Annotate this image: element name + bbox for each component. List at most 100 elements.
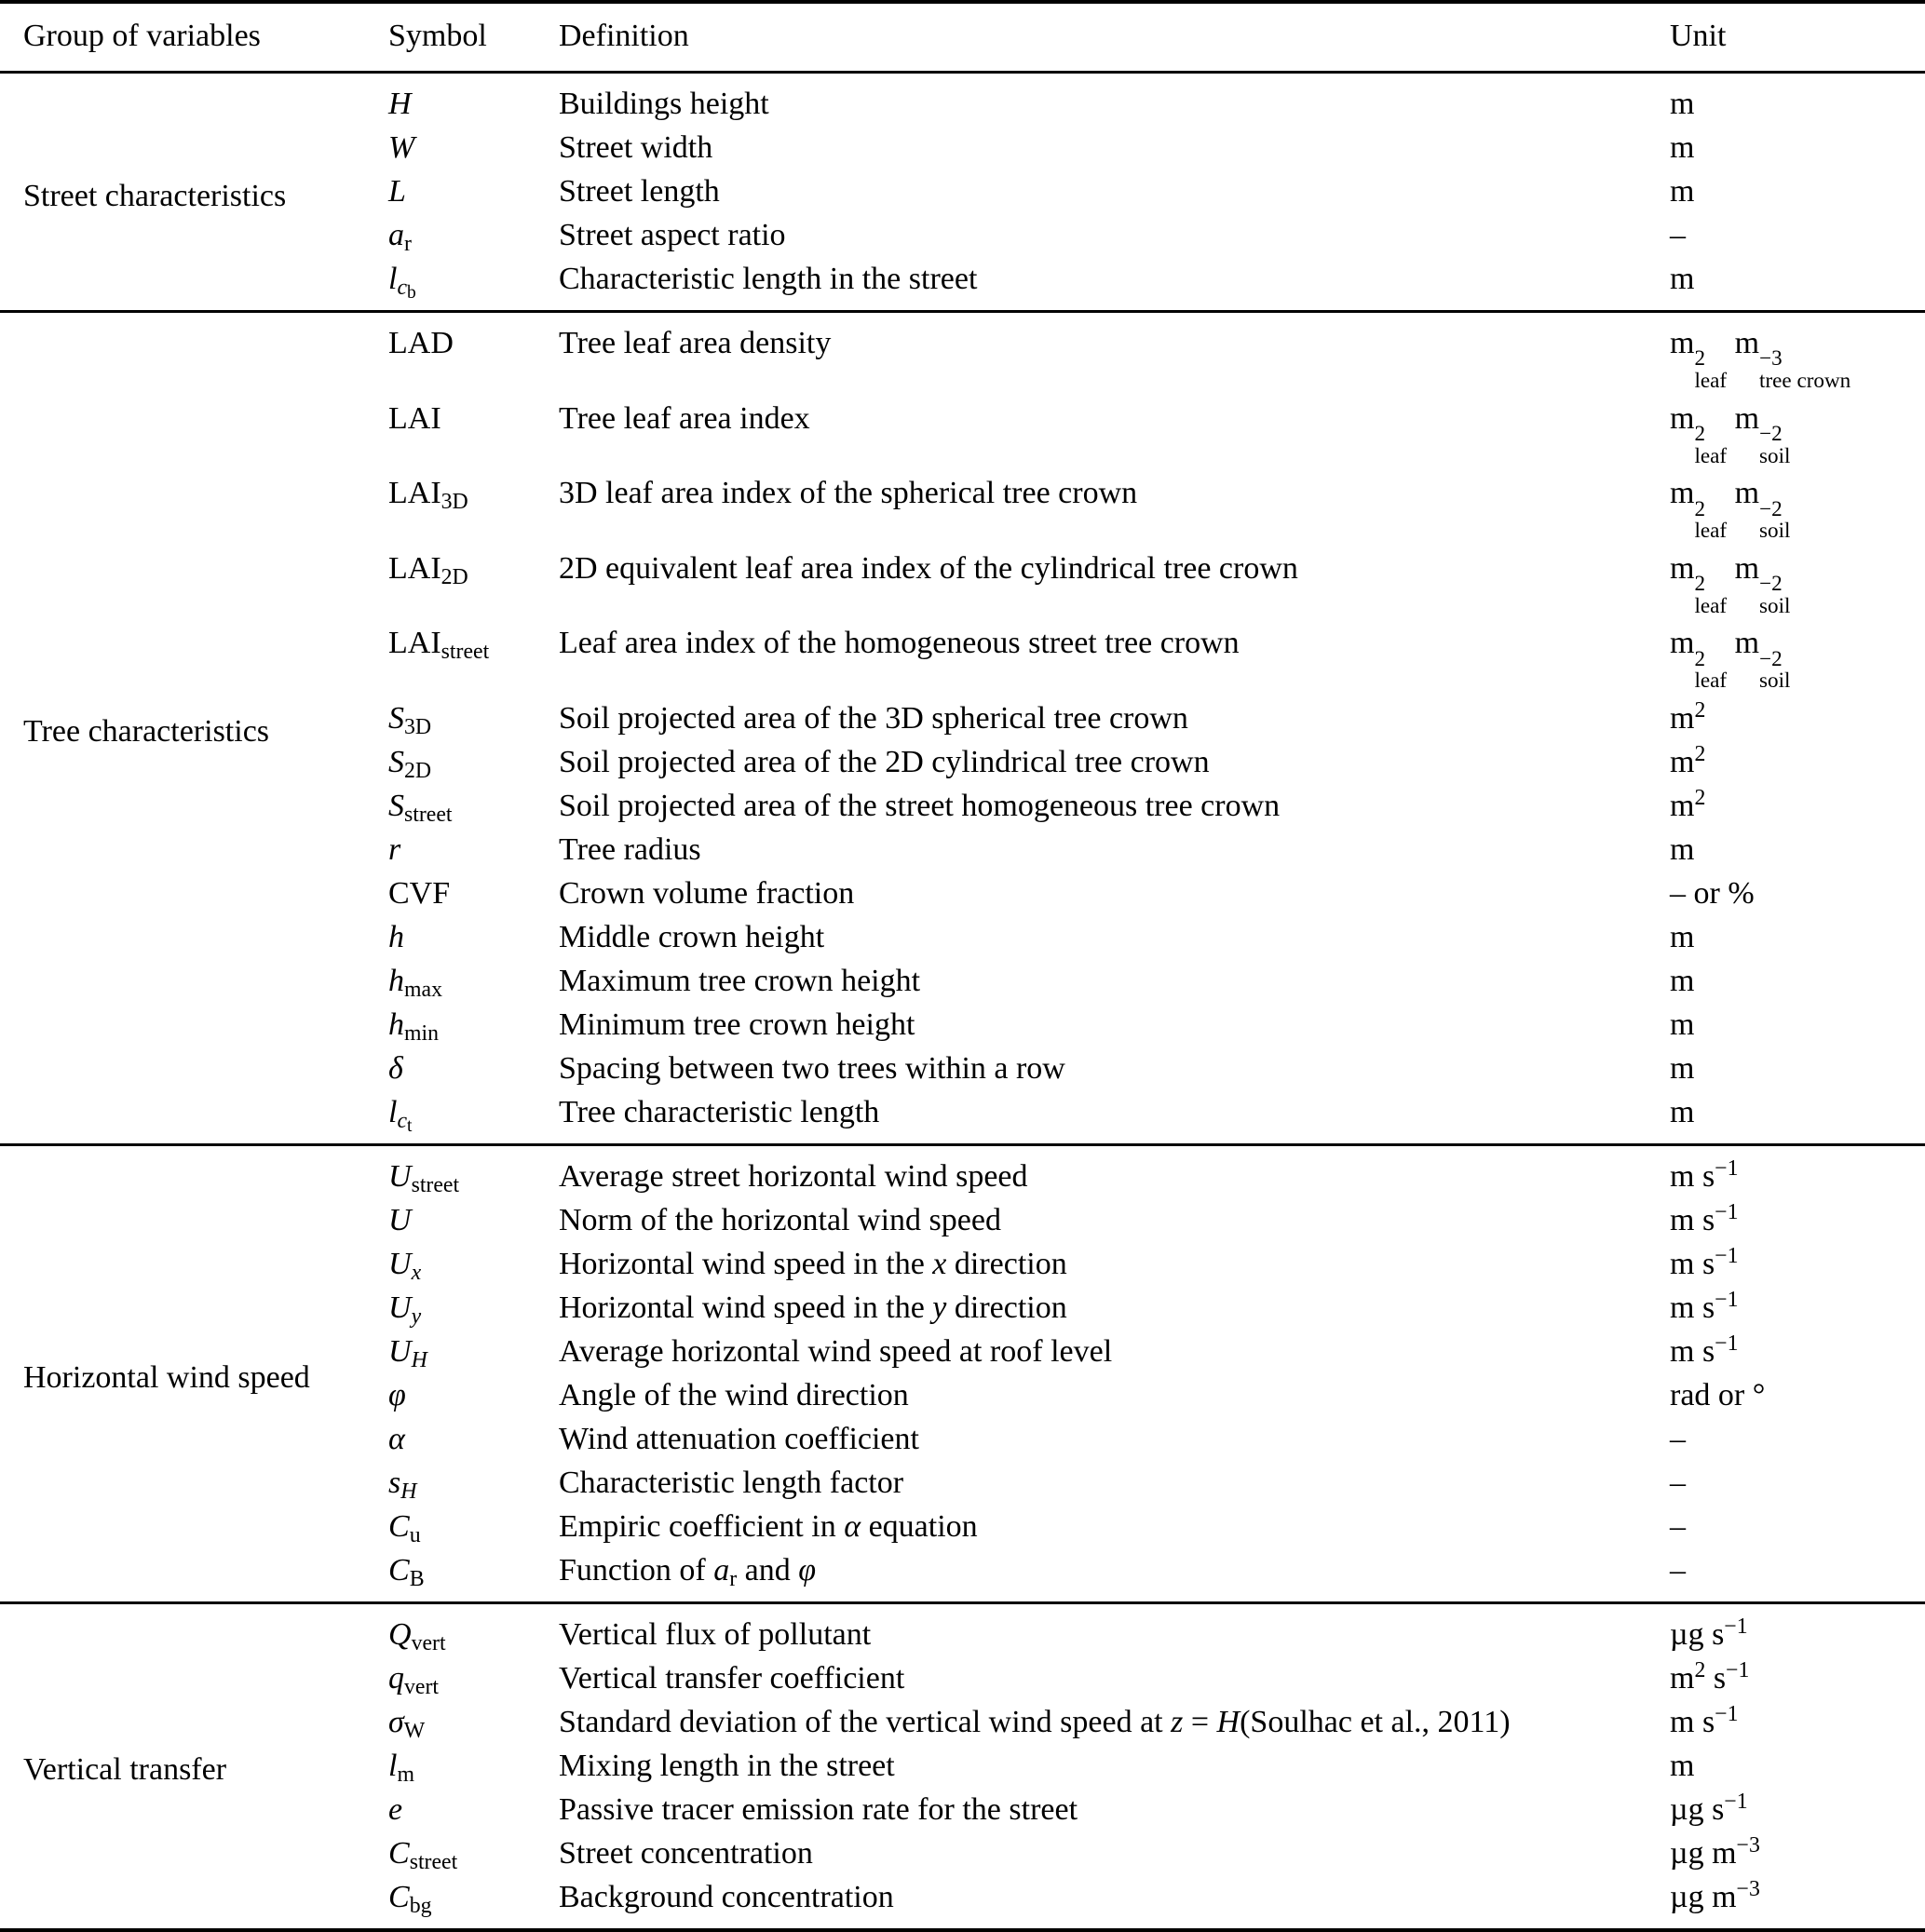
definition-cell: Average horizontal wind speed at roof le…: [559, 1333, 1113, 1369]
definition-cell: Street aspect ratio: [559, 218, 786, 252]
definition-cell: Angle of the wind direction: [559, 1377, 909, 1412]
definition-cell: Background concentration: [559, 1879, 894, 1914]
symbol-cell: e: [388, 1791, 403, 1827]
definition-cell: 3D leaf area index of the spherical tree…: [559, 476, 1138, 511]
table-row: LAI Tree leaf area index m 2 leaf m −2 soil: [0, 398, 1925, 473]
group-label: Vertical transfer: [23, 1752, 227, 1788]
definition-cell: Street length: [559, 174, 720, 209]
unit-cell: m: [1670, 130, 1695, 165]
symbol-cell: Ux: [388, 1246, 422, 1285]
unit-cell: m s−1: [1670, 1199, 1739, 1237]
header-row: Group of variables Symbol Definition Uni…: [0, 2, 1925, 74]
table-row: Horizontal wind speed Ustreet Average stre…: [0, 1144, 1925, 1395]
header-group-of-variables: Group of variables: [0, 2, 388, 74]
table-row: hmin Minimum tree crown height m: [0, 1004, 1925, 1047]
definition-cell: Characteristic length factor: [559, 1465, 904, 1500]
section-tree-characteristics: Tree characteristics LAD Tree leaf area de…: [0, 311, 1925, 1145]
symbol-cell: lct: [388, 1094, 413, 1136]
unit-cell: –: [1670, 1508, 1686, 1544]
definition-cell: Minimum tree crown height: [559, 1007, 915, 1042]
table-row: Sstreet Soil projected area of the street…: [0, 785, 1925, 829]
unit-cell: m: [1670, 1094, 1695, 1129]
table-row: lm Mixing length in the street m: [0, 1745, 1925, 1789]
table-row: Cu Empiric coefficient in α equation –: [0, 1506, 1925, 1549]
unit-cell: µg s−1: [1670, 1789, 1748, 1827]
table-row: L Street length m: [0, 170, 1925, 214]
symbol-cell: UH: [388, 1333, 427, 1372]
definition-cell: Tree characteristic length: [559, 1094, 880, 1129]
unit-cell: m: [1670, 174, 1695, 209]
symbol-cell: sH: [388, 1465, 417, 1504]
header-symbol: Symbol: [388, 2, 559, 74]
unit-cell: –: [1670, 1552, 1686, 1587]
unit-cell: m: [1670, 1050, 1695, 1086]
symbol-cell: Qvert: [388, 1616, 446, 1655]
unit-cell: m 2 leaf m −3 tree crown: [1670, 326, 1851, 393]
unit-cell: m: [1670, 262, 1695, 296]
symbol-cell: U: [388, 1202, 412, 1237]
definition-cell: Street concentration: [559, 1835, 813, 1871]
symbol-cell: qvert: [388, 1660, 439, 1699]
table-row: Tree characteristics LAD Tree leaf area de…: [0, 312, 1925, 749]
symbol-cell: Cbg: [388, 1879, 432, 1918]
unit-cell: m2: [1670, 741, 1706, 779]
symbol-cell: CB: [388, 1552, 425, 1591]
symbol-cell: lm: [388, 1748, 414, 1787]
table-row: h Middle crown height m: [0, 916, 1925, 960]
unit-cell: –: [1670, 218, 1686, 252]
symbol-cell: lcb: [388, 262, 416, 303]
table-row: LAI2D 2D equivalent leaf area index of th…: [0, 547, 1925, 623]
symbol-cell: LAIstreet: [388, 626, 490, 665]
definition-cell: Spacing between two trees within a row: [559, 1050, 1065, 1086]
table-row: hmax Maximum tree crown height m: [0, 960, 1925, 1004]
definition-cell: Soil projected area of the street homoge…: [559, 788, 1281, 823]
symbol-cell: W: [388, 130, 415, 165]
symbol-cell: S3D: [388, 700, 432, 739]
definition-cell: Tree leaf area density: [559, 326, 832, 360]
unit-cell: m 2 leaf m −2 soil: [1670, 626, 1791, 694]
definition-cell: Characteristic length in the street: [559, 262, 978, 296]
table-row: CB Function of ar and φ –: [0, 1549, 1925, 1603]
symbol-cell: φ: [388, 1377, 406, 1412]
table-row: α Wind attenuation coefficient –: [0, 1418, 1925, 1462]
table-row: Ux Horizontal wind speed in the x directi…: [0, 1243, 1925, 1287]
table-row: sH Characteristic length factor –: [0, 1462, 1925, 1506]
definition-cell: Soil projected area of the 2D cylindrica…: [559, 744, 1210, 779]
table-row: UH Average horizontal wind speed at roof …: [0, 1331, 1925, 1374]
symbol-cell: Cu: [388, 1508, 421, 1547]
unit-cell: m2: [1670, 785, 1706, 823]
definition-cell: Horizontal wind speed in the y direction: [559, 1290, 1067, 1325]
definition-cell: Empiric coefficient in α equation: [559, 1508, 978, 1544]
table-row: U Norm of the horizontal wind speed m s−1: [0, 1199, 1925, 1243]
definition-cell: Leaf area index of the homogeneous stree…: [559, 626, 1240, 661]
unit-cell: m s−1: [1670, 1701, 1739, 1739]
unit-cell: m s−1: [1670, 1155, 1739, 1194]
definition-cell: Soil projected area of the 3D spherical …: [559, 700, 1188, 736]
section-vertical-transfer: Vertical transfer Qvert Vertical flux of p…: [0, 1602, 1925, 1930]
definition-cell: Wind attenuation coefficient: [559, 1421, 919, 1456]
unit-cell: m s−1: [1670, 1331, 1739, 1369]
symbol-cell: Uy: [388, 1290, 422, 1329]
unit-cell: m: [1670, 919, 1695, 954]
definition-cell: Average street horizontal wind speed: [559, 1158, 1028, 1194]
unit-cell: µg m−3: [1670, 1876, 1760, 1914]
table-row: ar Street aspect ratio –: [0, 214, 1925, 258]
definition-cell: Crown volume fraction: [559, 875, 855, 911]
unit-cell: m: [1670, 963, 1695, 998]
symbol-cell: Sstreet: [388, 788, 453, 827]
definition-cell: 2D equivalent leaf area index of the cyl…: [559, 550, 1298, 586]
header-definition: Definition: [559, 2, 1670, 74]
group-label: Tree characteristics: [23, 714, 270, 750]
unit-cell: m 2 leaf m −2 soil: [1670, 400, 1791, 468]
symbol-cell: LAI: [388, 400, 441, 436]
definition-cell: Tree leaf area index: [559, 400, 810, 436]
symbol-cell: H: [388, 87, 412, 121]
unit-cell: –: [1670, 1465, 1686, 1500]
definition-cell: Vertical transfer coefficient: [559, 1660, 905, 1696]
symbol-cell: L: [388, 174, 406, 209]
unit-cell: m2 s−1: [1670, 1657, 1750, 1696]
definition-cell: Function of ar and φ: [559, 1552, 817, 1591]
unit-cell: m s−1: [1670, 1287, 1739, 1325]
unit-cell: m: [1670, 1007, 1695, 1042]
